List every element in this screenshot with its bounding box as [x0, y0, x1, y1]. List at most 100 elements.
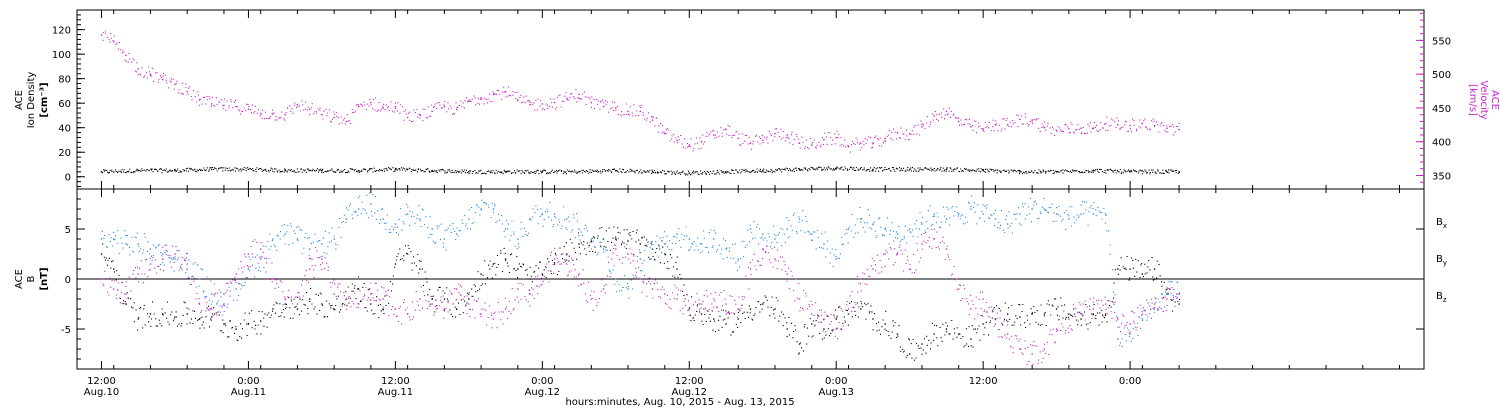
data-point	[1129, 323, 1131, 325]
data-point	[970, 338, 972, 340]
data-point	[321, 303, 323, 305]
data-point	[786, 328, 789, 330]
data-point	[468, 171, 470, 173]
data-point	[749, 228, 752, 230]
bottom-left-ylabel-line2: B	[26, 275, 37, 282]
data-point	[517, 268, 519, 270]
top-left-ylabel-line3: [cm⁻³]	[39, 82, 50, 117]
data-point	[235, 328, 237, 330]
data-point	[480, 97, 482, 99]
left-tick-label: 5	[65, 225, 71, 236]
data-point	[774, 258, 776, 260]
data-point	[810, 233, 813, 235]
data-point	[541, 278, 544, 280]
data-point	[1092, 213, 1095, 215]
data-point	[1166, 298, 1168, 300]
data-point	[1043, 348, 1046, 350]
data-point	[100, 34, 103, 36]
data-point	[235, 273, 237, 275]
data-point	[235, 288, 237, 290]
data-point	[333, 116, 335, 119]
data-point	[1019, 348, 1021, 350]
data-point	[749, 268, 752, 270]
data-point	[884, 137, 886, 140]
data-point	[259, 112, 262, 115]
data-point	[676, 268, 678, 270]
left-tick-label: 80	[58, 75, 71, 86]
data-point	[443, 308, 446, 310]
data-point	[149, 248, 152, 250]
data-point	[737, 318, 740, 320]
top-right-ylabel-line2: Velocity	[1478, 80, 1489, 119]
data-point	[761, 169, 764, 172]
data-point	[835, 136, 838, 139]
data-point	[419, 268, 421, 270]
right-tick-label: 350	[1432, 171, 1451, 182]
data-point	[921, 126, 923, 128]
data-point	[406, 116, 409, 119]
data-point	[725, 323, 727, 325]
data-point	[210, 308, 213, 310]
data-point	[308, 108, 311, 111]
top-left-ylabel-line2: Ion Density	[26, 72, 37, 129]
data-point	[982, 323, 984, 325]
left-tick-label: 20	[58, 148, 71, 159]
top-right-ylabel-line3: [km/s]	[1467, 84, 1478, 116]
data-point	[284, 303, 286, 305]
data-point	[137, 318, 140, 320]
x-tick-label-date: Aug.11	[231, 387, 266, 398]
data-point	[394, 168, 397, 171]
data-point	[700, 243, 703, 245]
data-point	[517, 99, 519, 101]
data-point	[1031, 208, 1033, 210]
data-point	[553, 263, 556, 265]
x-tick-label-date: Aug.11	[378, 387, 413, 398]
data-point	[651, 288, 654, 290]
data-point	[431, 110, 433, 113]
data-point	[455, 108, 458, 111]
data-point	[174, 316, 176, 318]
data-point	[639, 110, 642, 113]
data-point	[1178, 293, 1180, 295]
data-point	[590, 238, 593, 240]
data-point	[615, 238, 617, 240]
data-point	[492, 263, 495, 265]
data-point	[859, 142, 862, 144]
data-point	[921, 223, 923, 225]
data-point	[676, 298, 678, 300]
data-point	[492, 318, 495, 320]
data-point	[284, 233, 286, 235]
data-point	[1055, 213, 1058, 215]
data-point	[504, 258, 507, 260]
data-point	[308, 298, 311, 300]
data-point	[994, 124, 997, 126]
legend-by: By	[1436, 254, 1447, 267]
data-point	[1141, 273, 1144, 275]
data-point	[1068, 128, 1070, 130]
data-point	[847, 228, 850, 230]
data-point	[296, 238, 299, 240]
data-point	[455, 233, 458, 235]
data-point	[945, 328, 948, 330]
data-point	[945, 168, 948, 171]
data-point	[149, 313, 152, 315]
data-point	[798, 218, 801, 220]
data-point	[823, 328, 825, 330]
data-point	[259, 320, 262, 322]
data-point	[1043, 313, 1046, 315]
data-point	[308, 268, 311, 270]
data-point	[161, 253, 164, 255]
data-point	[921, 343, 923, 345]
data-point	[223, 323, 225, 325]
data-point	[688, 238, 691, 240]
top-right-ylabel: ACE Velocity [km/s]	[1467, 80, 1500, 119]
data-point	[566, 218, 568, 220]
data-point	[957, 213, 960, 215]
data-point	[896, 333, 899, 335]
data-point	[1006, 333, 1009, 335]
data-point	[333, 238, 335, 240]
data-point	[786, 228, 789, 230]
data-point	[945, 110, 948, 113]
data-point	[210, 293, 213, 295]
